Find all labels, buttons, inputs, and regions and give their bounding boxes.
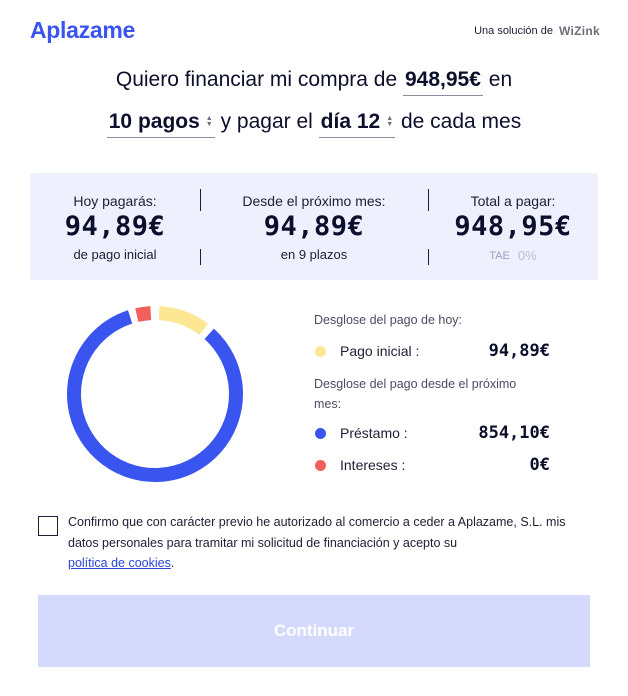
- headline-text-4: de cada mes: [400, 110, 522, 133]
- breakdown-future-title: Desglose del pago desde el próximo mes:: [314, 377, 517, 411]
- tae-info: TAE 0%: [428, 248, 598, 263]
- legend-dot-initial: [315, 345, 326, 357]
- updown-chevron-icon: ▲ ▼: [386, 115, 394, 128]
- consent-body: Confirmo que con carácter previo he auto…: [68, 515, 566, 550]
- updown-chevron-icon: ▲ ▼: [205, 115, 213, 128]
- summary-next: Desde el próximo mes: 94,89€ en 9 plazos: [200, 173, 428, 280]
- consent-checkbox[interactable]: [38, 516, 58, 536]
- legend-dot-loan: [315, 427, 326, 439]
- summary-total: Total a pagar: 948,95€ TAE 0%: [428, 173, 598, 280]
- legend-dot-interest: [315, 459, 326, 471]
- breakdown-row-initial: Pago inicial : 94,89€: [314, 336, 564, 366]
- header: Aplazame Una solución de WiZink: [30, 14, 600, 48]
- donut-segment-interest: [67, 306, 243, 482]
- installments-value: 10 pagos: [108, 110, 200, 133]
- partner-badge: Una solución de WiZink: [474, 24, 600, 38]
- next-label: Desde el próximo mes:: [242, 193, 386, 209]
- headline-text-1: Quiero financiar mi compra de: [115, 68, 398, 91]
- payment-day-select[interactable]: día 12 ▲ ▼: [318, 110, 396, 138]
- payment-breakdown: Desglose del pago de hoy: Pago inicial :…: [314, 310, 564, 480]
- consent-text: Confirmo que con carácter previo he auto…: [68, 512, 598, 574]
- divider: [200, 189, 201, 211]
- partner-prefix: Una solución de: [474, 25, 553, 37]
- payment-donut-chart: [66, 306, 243, 482]
- donut-segment-initial: [67, 306, 243, 482]
- next-amount: 94,89€: [263, 211, 365, 242]
- breakdown-row-loan: Préstamo : 854,10€: [314, 418, 564, 448]
- initial-value: 94,89€: [488, 341, 550, 361]
- today-label: Hoy pagarás:: [73, 193, 157, 209]
- interest-label: Intereses :: [340, 457, 406, 473]
- headline-text-2: en: [488, 68, 513, 91]
- cookie-policy-link[interactable]: política de cookies: [68, 556, 171, 570]
- today-sub: de pago inicial: [73, 247, 157, 262]
- today-amount: 94,89€: [64, 211, 166, 242]
- divider: [428, 249, 429, 265]
- headline-text-3: y pagar el: [220, 110, 313, 133]
- total-amount: 948,95€: [454, 211, 572, 242]
- headline-line-1: Quiero financiar mi compra de 948,95€ en: [0, 68, 628, 96]
- continue-button[interactable]: Continuar: [38, 595, 590, 667]
- tae-label: TAE: [489, 249, 510, 262]
- breakdown-row-interest: Intereses : 0€: [314, 450, 564, 480]
- breakdown-today-title: Desglose del pago de hoy:: [314, 313, 463, 327]
- aplazame-logo: Aplazame: [30, 14, 135, 46]
- payment-summary: Hoy pagarás: 94,89€ de pago inicial Desd…: [30, 173, 598, 280]
- wizink-logo: WiZink: [558, 24, 600, 38]
- donut-segment-loan: [66, 306, 243, 482]
- purchase-amount: 948,95€: [403, 68, 483, 96]
- payment-day-value: día 12: [320, 110, 381, 133]
- loan-value: 854,10€: [478, 423, 550, 443]
- divider: [428, 189, 429, 211]
- installments-select[interactable]: 10 pagos ▲ ▼: [106, 110, 215, 138]
- headline-line-2: 10 pagos ▲ ▼ y pagar el día 12 ▲ ▼ de cada…: [0, 110, 628, 138]
- logo-text: Aplazame: [30, 16, 135, 43]
- loan-label: Préstamo :: [340, 425, 408, 441]
- next-sub: en 9 plazos: [280, 247, 348, 262]
- total-label: Total a pagar:: [470, 193, 556, 209]
- tae-value: 0%: [517, 248, 537, 263]
- divider: [200, 249, 201, 265]
- consent-end: .: [170, 556, 175, 570]
- summary-today: Hoy pagarás: 94,89€ de pago inicial: [30, 173, 200, 280]
- interest-value: 0€: [529, 455, 550, 475]
- initial-label: Pago inicial :: [340, 343, 420, 359]
